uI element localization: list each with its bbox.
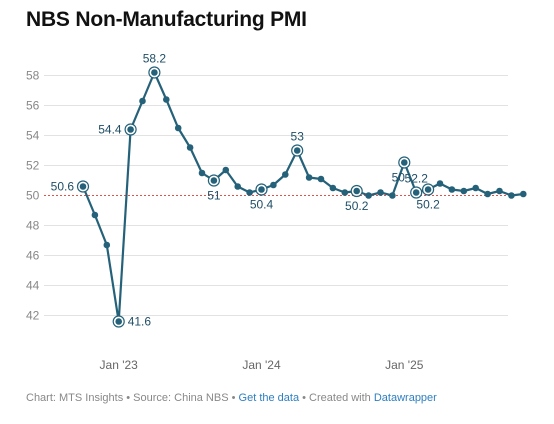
data-point bbox=[139, 97, 146, 105]
data-label: 53 bbox=[291, 130, 305, 144]
data-label: 41.6 bbox=[128, 315, 152, 329]
y-tick-label: 44 bbox=[26, 279, 40, 293]
data-label: 58.2 bbox=[143, 52, 167, 66]
get-the-data-link[interactable]: Get the data bbox=[238, 392, 300, 404]
data-point bbox=[91, 211, 99, 219]
y-tick-label: 48 bbox=[26, 219, 40, 233]
line-chart: 42 44 46 48 50 52 54 56 58 Jan '23 Jan '24 Jan '25 5… bbox=[26, 0, 554, 372]
data-point bbox=[353, 187, 361, 195]
footer-separator: • bbox=[299, 392, 310, 404]
data-label: 50 bbox=[392, 171, 406, 185]
created-with-text: Created with bbox=[309, 392, 374, 404]
data-label: 50.4 bbox=[250, 198, 274, 212]
data-point bbox=[520, 190, 527, 198]
data-point bbox=[448, 186, 456, 193]
data-point bbox=[222, 166, 230, 174]
footer-separator: • bbox=[228, 392, 239, 404]
x-tick-label: Jan '23 bbox=[100, 358, 139, 372]
data-point bbox=[293, 147, 301, 154]
x-tick-label: Jan '24 bbox=[242, 358, 281, 372]
data-point bbox=[472, 184, 480, 192]
data-point bbox=[270, 181, 277, 189]
data-point bbox=[377, 189, 384, 196]
data-point bbox=[151, 69, 158, 76]
data-point bbox=[186, 144, 194, 151]
data-label: 50.2 bbox=[345, 199, 369, 213]
data-label: 50.3 bbox=[544, 0, 554, 3]
data-point bbox=[424, 186, 432, 193]
data-point bbox=[317, 175, 325, 183]
data-point bbox=[401, 159, 408, 166]
source-note: Source: China NBS bbox=[133, 392, 229, 404]
data-point bbox=[79, 183, 87, 190]
data-point bbox=[484, 190, 491, 198]
x-tick-label: Jan '25 bbox=[385, 358, 424, 372]
data-point bbox=[127, 126, 134, 133]
data-point bbox=[460, 187, 468, 195]
data-label: 50.6 bbox=[51, 180, 75, 194]
data-point bbox=[508, 192, 515, 199]
data-point bbox=[496, 187, 503, 195]
data-point bbox=[365, 192, 372, 199]
y-tick-label: 42 bbox=[26, 309, 40, 323]
footer-separator: • bbox=[123, 392, 134, 404]
chart-title: NBS Non-Manufacturing PMI bbox=[26, 8, 307, 31]
data-point bbox=[163, 96, 170, 103]
y-tick-label: 46 bbox=[26, 249, 40, 263]
data-label: 51 bbox=[207, 189, 221, 203]
data-point bbox=[246, 189, 253, 196]
data-point bbox=[258, 186, 265, 193]
data-label: 54.4 bbox=[98, 123, 122, 137]
chart-credit: Chart: MTS Insights bbox=[26, 392, 124, 404]
data-point bbox=[341, 189, 349, 196]
data-point bbox=[436, 180, 444, 187]
datawrapper-link[interactable]: Datawrapper bbox=[373, 392, 437, 404]
data-point bbox=[198, 169, 206, 177]
chart-footer: Chart: MTS Insights • Source: China NBS … bbox=[26, 392, 437, 404]
data-label: 52.2 bbox=[405, 172, 429, 186]
data-point bbox=[174, 124, 182, 132]
data-point bbox=[412, 189, 420, 196]
data-point bbox=[234, 183, 241, 190]
data-label: 50.2 bbox=[416, 198, 440, 212]
pmi-series-line bbox=[81, 71, 524, 323]
y-tick-label: 56 bbox=[26, 99, 40, 113]
data-point bbox=[305, 174, 313, 181]
y-tick-label: 52 bbox=[26, 159, 40, 173]
data-point bbox=[389, 192, 396, 199]
y-tick-label: 58 bbox=[26, 69, 40, 83]
y-tick-label: 54 bbox=[26, 129, 40, 143]
y-tick-label: 50 bbox=[26, 189, 40, 203]
data-point bbox=[103, 241, 111, 249]
data-point bbox=[282, 171, 289, 178]
data-point bbox=[210, 177, 218, 184]
data-point bbox=[115, 318, 122, 325]
data-point bbox=[329, 184, 337, 192]
